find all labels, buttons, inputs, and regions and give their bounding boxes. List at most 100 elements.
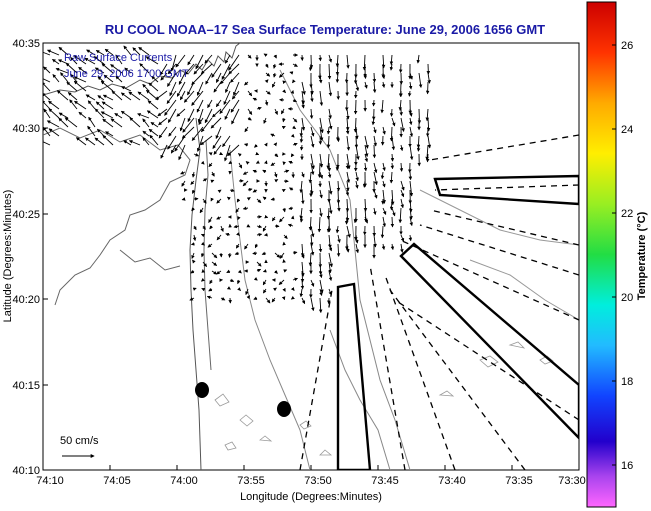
current-vector bbox=[114, 113, 123, 119]
current-vector bbox=[292, 125, 297, 130]
current-vector bbox=[273, 54, 277, 59]
current-vector bbox=[201, 277, 205, 282]
current-vector bbox=[84, 57, 96, 65]
current-vector bbox=[310, 90, 314, 103]
current-vector bbox=[326, 225, 331, 233]
current-vector bbox=[142, 137, 150, 146]
current-vector bbox=[309, 234, 314, 247]
current-vector bbox=[310, 225, 315, 238]
current-vector bbox=[264, 142, 268, 147]
current-vector bbox=[192, 259, 196, 264]
current-vector bbox=[355, 171, 359, 182]
current-vector bbox=[346, 180, 350, 192]
current-vector bbox=[216, 270, 222, 275]
current-vector bbox=[279, 252, 285, 259]
current-vector bbox=[94, 67, 105, 74]
current-vector bbox=[252, 189, 258, 193]
current-vector bbox=[193, 153, 200, 157]
current-vector bbox=[167, 108, 177, 124]
current-vector bbox=[310, 162, 315, 176]
current-vector bbox=[195, 54, 204, 70]
overlay-line-1: Raw Surface Currents bbox=[64, 52, 173, 64]
current-vector bbox=[120, 92, 132, 101]
current-vector bbox=[292, 251, 298, 255]
current-vector bbox=[328, 108, 332, 120]
current-vector bbox=[224, 108, 231, 120]
current-vector bbox=[252, 97, 258, 102]
current-vector bbox=[176, 108, 186, 117]
current-vector bbox=[373, 126, 377, 134]
current-vector bbox=[301, 117, 306, 131]
current-vector bbox=[346, 108, 350, 120]
current-vector bbox=[409, 207, 413, 220]
current-vector bbox=[207, 99, 213, 109]
current-vector bbox=[94, 108, 105, 119]
current-vector bbox=[210, 197, 214, 202]
current-vector bbox=[169, 81, 177, 97]
current-vector bbox=[391, 117, 396, 127]
current-vector bbox=[47, 49, 60, 56]
current-vector bbox=[191, 126, 204, 141]
current-vector bbox=[346, 225, 351, 238]
current-vector bbox=[235, 207, 240, 213]
current-vector bbox=[319, 153, 324, 168]
current-vector bbox=[200, 252, 205, 258]
current-vector bbox=[353, 117, 358, 133]
current-vector bbox=[237, 287, 241, 292]
current-vector bbox=[389, 126, 394, 142]
current-vector bbox=[301, 261, 305, 277]
current-vector bbox=[206, 295, 213, 300]
current-vector bbox=[252, 169, 258, 174]
current-vector bbox=[233, 224, 240, 229]
current-vector bbox=[237, 279, 241, 285]
current-vector bbox=[182, 117, 195, 133]
current-vector bbox=[328, 252, 333, 268]
current-vector bbox=[247, 90, 253, 97]
current-vector bbox=[382, 216, 387, 228]
current-vector bbox=[335, 162, 340, 171]
current-vector bbox=[123, 140, 132, 146]
current-vector bbox=[202, 261, 208, 268]
current-vector bbox=[192, 287, 197, 291]
current-vector bbox=[319, 90, 324, 107]
x-tick-label: 73:45 bbox=[371, 475, 399, 487]
current-vector bbox=[400, 189, 405, 198]
current-vector bbox=[228, 160, 233, 165]
current-vector bbox=[373, 162, 378, 174]
current-vector bbox=[58, 46, 69, 56]
current-vector bbox=[256, 268, 262, 273]
current-vector bbox=[373, 171, 378, 186]
current-vector bbox=[319, 171, 323, 179]
current-vector bbox=[256, 198, 262, 204]
current-vector bbox=[319, 189, 323, 199]
current-vector bbox=[355, 180, 359, 189]
current-vector bbox=[58, 117, 69, 128]
current-vector bbox=[318, 135, 323, 145]
y-tick-label: 40:20 bbox=[12, 294, 40, 306]
current-vector bbox=[229, 278, 235, 283]
current-vector bbox=[221, 63, 231, 80]
current-vector bbox=[167, 63, 177, 75]
current-vector bbox=[372, 81, 377, 94]
current-vector bbox=[301, 81, 306, 95]
current-vector bbox=[73, 76, 87, 83]
current-vector bbox=[288, 206, 294, 210]
current-vector bbox=[164, 99, 177, 116]
current-vector bbox=[274, 153, 279, 158]
current-vector bbox=[244, 126, 249, 133]
current-vector bbox=[272, 63, 277, 69]
current-vector bbox=[196, 99, 204, 113]
current-vector bbox=[290, 287, 295, 291]
current-vector bbox=[373, 189, 378, 199]
current-vector bbox=[148, 128, 159, 137]
current-vector bbox=[301, 99, 305, 109]
current-vector bbox=[328, 261, 332, 274]
current-vector bbox=[289, 187, 294, 191]
current-vector bbox=[290, 153, 295, 158]
radar-beams bbox=[336, 174, 579, 470]
current-vector bbox=[382, 180, 386, 188]
current-vector bbox=[389, 54, 394, 66]
current-vector bbox=[278, 279, 285, 285]
current-vector bbox=[150, 122, 159, 128]
